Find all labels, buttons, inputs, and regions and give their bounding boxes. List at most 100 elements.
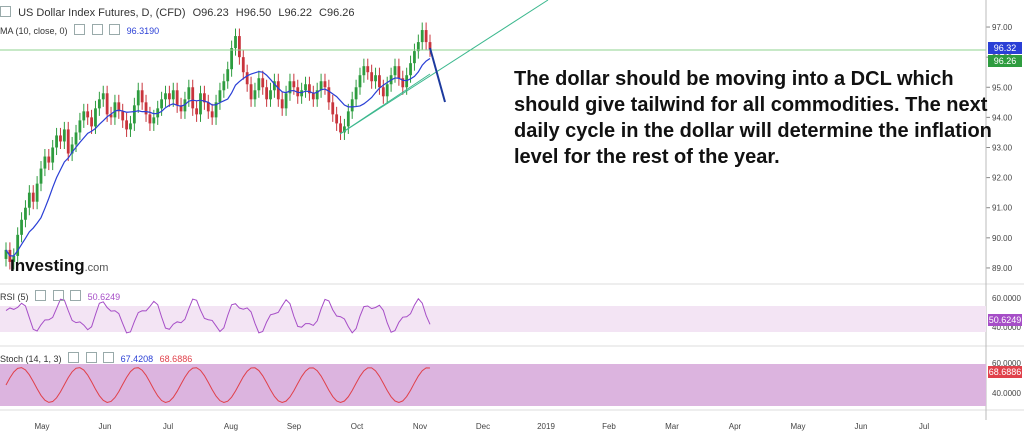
price-tick-label: 95.00 [992,83,1013,92]
candle-body [31,192,35,202]
candle-body [308,84,311,94]
candle-body [234,36,237,49]
candle-body [374,75,377,82]
candle-body [331,102,335,115]
price-tick-label: 97.00 [992,23,1013,32]
candle-body [113,102,117,118]
candle-body [323,81,327,88]
rsi-legend[interactable]: RSI (5) 50.6249 [0,290,124,302]
candle-body [362,66,366,76]
annotation-text: The dollar should be moving into a DCL w… [514,68,992,168]
candle-body [284,93,288,109]
candle-body [409,63,412,76]
ohlc-high: 96.50 [243,7,272,19]
candle-body [276,81,280,100]
rsi-tick-label: 60.0000 [992,294,1021,303]
candle-body [167,93,171,100]
candle-body [385,84,389,97]
candle-body [47,156,51,163]
settings-icon[interactable] [68,352,80,363]
close-icon[interactable] [109,24,121,35]
eye-icon[interactable] [91,24,103,35]
candle-body [319,81,323,91]
ma-price-tag: 96.32 [988,42,1022,54]
time-tick-label: May [34,422,49,431]
time-tick-label: May [790,422,805,431]
stoch-tick-label: 40.0000 [992,389,1021,398]
candle-body [191,87,195,109]
candle-body [257,78,261,91]
time-tick-label: Aug [224,422,238,431]
candle-body [35,183,39,202]
rsi-label: RSI (5) [0,292,29,302]
candle-body [237,36,241,58]
candle-body [43,156,47,169]
candle-body [265,87,269,100]
close-icon[interactable] [70,290,82,301]
candle-body [370,72,374,82]
candle-body [27,192,31,208]
time-tick-label: Apr [729,422,742,431]
candle-body [413,51,416,64]
candle-body [195,108,199,115]
candle-body [20,219,23,235]
candle-body [101,93,105,100]
symbol-legend[interactable]: US Dollar Index Futures, D, (CFD) O96.23… [0,6,359,19]
rsi-tag: 50.6249 [988,314,1022,326]
close-icon[interactable] [103,352,115,363]
candle-body [269,90,272,100]
stoch-k-line [5,367,431,404]
time-tick-label: Nov [413,422,427,431]
candle-body [428,42,432,50]
candle-body [86,111,90,118]
candle-body [218,90,222,103]
candle-body [230,48,234,70]
trend-line [339,0,549,135]
candle-body [354,87,358,100]
candle-body [420,30,424,43]
ohlc-open: 96.23 [201,7,229,19]
collapse-icon[interactable] [0,6,11,17]
settings-icon[interactable] [74,24,86,35]
candle-body [90,117,93,127]
candle-body [136,90,140,106]
price-tick-label: 94.00 [992,113,1013,122]
candle-body [39,168,43,184]
candle-body [51,147,55,163]
ohlc-close-label: C [319,7,327,19]
candle-body [339,123,342,133]
time-tick-label: Feb [602,422,616,431]
candle-body [24,207,27,220]
ohlc-open-label: O [192,7,202,19]
candle-body [70,144,74,154]
candle-body [105,93,109,115]
time-tick-label: Sep [287,422,302,431]
settings-icon[interactable] [35,290,47,301]
stoch-tick-label: 60.0000 [992,359,1021,368]
price-axis: 97.0096.0095.0094.0093.0092.0091.0090.00… [985,0,1013,420]
ma-legend[interactable]: MA (10, close, 0) 96.3190 [0,24,163,36]
stoch-legend[interactable]: Stoch (14, 1, 3) 67.4208 68.6886 [0,352,196,364]
price-tick-label: 91.00 [992,204,1013,213]
stoch-band [0,364,986,406]
candle-body [346,111,350,127]
ma-label: MA (10, close, 0) [0,26,68,36]
candle-body [140,90,144,103]
candle-body [273,81,276,91]
candle-body [206,102,210,112]
candle-body [300,90,304,97]
eye-icon[interactable] [52,290,64,301]
candle-body [241,57,245,73]
candle-body [12,255,16,262]
candle-body [202,93,206,103]
stoch-d-value: 68.6886 [159,354,193,364]
rsi-value: 50.6249 [87,292,121,302]
candle-body [152,117,156,124]
candle-body [226,69,230,82]
eye-icon[interactable] [85,352,97,363]
candle-body [405,75,409,88]
candle-body [175,90,179,106]
candle-body [117,102,121,112]
candle-body [280,99,284,109]
